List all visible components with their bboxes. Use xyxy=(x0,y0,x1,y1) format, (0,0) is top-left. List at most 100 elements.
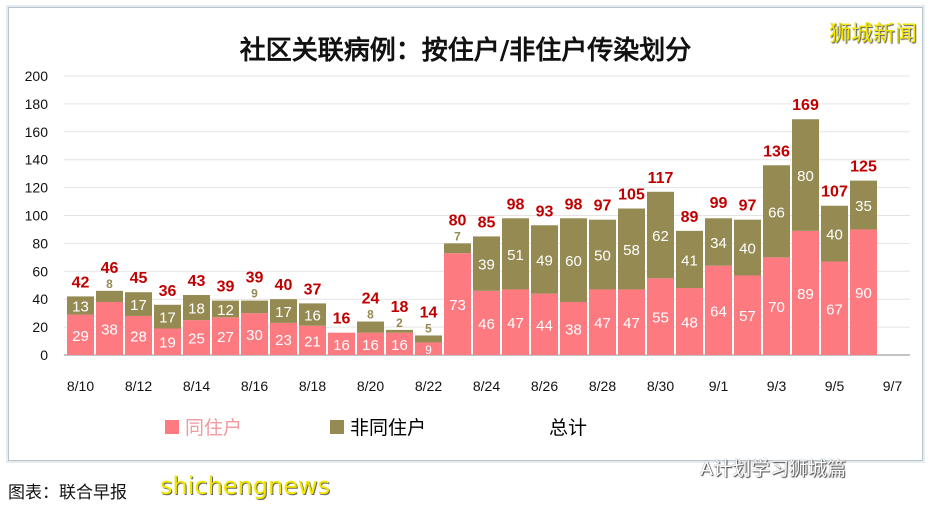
data-label-total: 97 xyxy=(739,198,757,215)
bar-resident xyxy=(850,229,877,355)
bar-resident xyxy=(67,314,94,355)
data-label-total: 125 xyxy=(850,159,877,176)
bar-resident xyxy=(241,313,268,355)
data-label-non-resident: 60 xyxy=(565,253,582,270)
bar-resident xyxy=(299,325,326,355)
data-label-total: 85 xyxy=(478,214,496,231)
data-label-non-resident: 58 xyxy=(623,242,640,259)
bar-resident xyxy=(183,320,210,355)
y-tick-label: 60 xyxy=(32,263,48,279)
bar-resident xyxy=(473,290,500,355)
bar-non-resident xyxy=(183,295,210,321)
data-label-non-resident: 7 xyxy=(454,229,461,243)
data-label-resident: 16 xyxy=(333,337,350,354)
data-label-non-resident: 62 xyxy=(652,228,669,245)
y-tick-label: 200 xyxy=(25,68,49,84)
bar-non-resident xyxy=(763,165,790,258)
data-label-non-resident: 9 xyxy=(251,287,258,301)
bar-non-resident xyxy=(96,290,123,302)
y-tick-label: 160 xyxy=(25,124,49,140)
data-label-resident: 44 xyxy=(536,317,553,334)
bar-non-resident xyxy=(270,299,297,323)
data-label-total: 39 xyxy=(246,270,264,287)
bar-resident xyxy=(154,328,181,355)
data-label-total: 18 xyxy=(391,299,409,316)
x-tick-label: 8/10 xyxy=(67,378,94,394)
data-label-total: 117 xyxy=(648,170,674,187)
bar-resident xyxy=(647,278,674,355)
y-tick-label: 180 xyxy=(25,96,49,112)
data-label-non-resident: 2 xyxy=(396,316,403,330)
data-label-total: 45 xyxy=(130,270,148,287)
data-label-total: 105 xyxy=(618,187,645,204)
data-label-non-resident: 5 xyxy=(425,321,432,335)
legend-swatch-resident xyxy=(165,419,179,434)
data-label-non-resident: 17 xyxy=(159,310,176,327)
data-label-non-resident: 8 xyxy=(367,308,374,322)
data-label-resident: 47 xyxy=(507,315,524,332)
data-label-total: 14 xyxy=(420,304,438,321)
y-tick-label: 120 xyxy=(25,180,49,196)
y-tick-label: 20 xyxy=(32,319,48,335)
data-label-total: 42 xyxy=(72,274,90,291)
data-label-total: 98 xyxy=(565,196,583,213)
bar-non-resident xyxy=(618,208,645,290)
data-label-non-resident: 40 xyxy=(739,241,756,258)
bar-resident xyxy=(618,289,645,355)
legend-label-non-resident: 非同住户 xyxy=(350,417,427,439)
legend-label-resident: 同住户 xyxy=(185,417,243,439)
bar-non-resident xyxy=(154,304,181,329)
x-tick-label: 8/18 xyxy=(299,378,326,394)
data-label-resident: 89 xyxy=(797,286,814,303)
data-label-non-resident: 41 xyxy=(681,252,698,269)
data-label-non-resident: 50 xyxy=(594,248,611,265)
data-label-non-resident: 16 xyxy=(304,308,321,325)
bar-resident xyxy=(444,253,471,355)
bar-resident xyxy=(328,332,355,355)
bar-resident xyxy=(415,342,442,355)
y-tick-label: 80 xyxy=(32,235,48,251)
watermark-logo: 狮城新闻 xyxy=(828,22,917,47)
bar-non-resident xyxy=(705,218,732,266)
bar-resident xyxy=(763,257,790,355)
x-tick-label: 8/22 xyxy=(415,378,442,394)
bar-resident xyxy=(96,301,123,355)
bar-non-resident xyxy=(502,218,529,290)
bar-resident xyxy=(270,322,297,355)
data-label-resident: 29 xyxy=(72,328,89,345)
data-label-resident: 47 xyxy=(594,315,611,332)
data-label-resident: 47 xyxy=(623,315,640,332)
y-tick-label: 0 xyxy=(40,347,48,363)
data-label-non-resident: 17 xyxy=(275,304,292,321)
data-label-resident: 67 xyxy=(826,301,843,318)
data-label-total: 97 xyxy=(594,198,612,215)
bar-non-resident xyxy=(299,303,326,326)
legend-item-resident: 同住户 xyxy=(165,413,242,440)
bar-resident xyxy=(792,230,819,355)
x-tick-label: 9/1 xyxy=(709,378,729,394)
bar-non-resident xyxy=(850,180,877,230)
data-label-total: 24 xyxy=(362,291,380,308)
data-label-resident: 16 xyxy=(391,337,408,354)
legend-label-total: 总计 xyxy=(549,417,588,439)
data-label-resident: 70 xyxy=(768,299,785,316)
x-tick-label: 8/16 xyxy=(241,378,268,394)
bar-non-resident xyxy=(241,300,268,314)
bar-resident xyxy=(676,288,703,355)
bar-resident xyxy=(502,289,529,355)
legend-item-total: 总计 xyxy=(549,413,587,440)
bar-non-resident xyxy=(734,219,761,276)
bar-non-resident xyxy=(589,219,616,290)
bar-non-resident xyxy=(386,329,413,333)
data-label-non-resident: 66 xyxy=(768,204,785,221)
x-tick-label: 9/7 xyxy=(883,378,903,394)
x-tick-label: 8/26 xyxy=(531,378,558,394)
bar-non-resident xyxy=(444,243,471,254)
bar-resident xyxy=(560,301,587,355)
caption: 图表：联合早报 xyxy=(8,483,127,503)
data-label-total: 93 xyxy=(536,203,554,220)
data-label-non-resident: 39 xyxy=(478,257,495,274)
data-label-resident: 73 xyxy=(449,297,466,314)
data-label-resident: 9 xyxy=(425,343,432,357)
